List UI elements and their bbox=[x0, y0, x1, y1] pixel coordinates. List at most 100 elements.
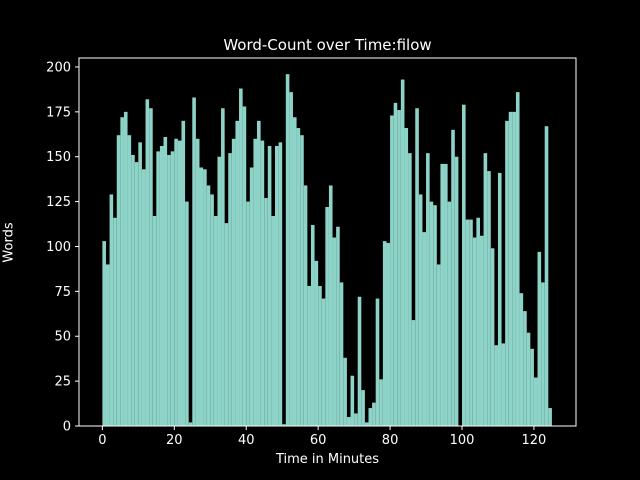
bar bbox=[282, 424, 286, 426]
bar bbox=[134, 162, 139, 426]
bar bbox=[159, 145, 164, 426]
bar bbox=[307, 285, 311, 426]
bar bbox=[465, 219, 470, 426]
bar bbox=[490, 248, 495, 426]
bar bbox=[120, 117, 124, 427]
x-tick-label: 40 bbox=[238, 433, 255, 448]
x-axis-label: Time in Minutes bbox=[275, 452, 380, 467]
bar bbox=[541, 282, 545, 426]
bar bbox=[138, 142, 142, 426]
bar bbox=[210, 194, 214, 426]
bar bbox=[260, 140, 265, 426]
bar bbox=[382, 241, 387, 426]
bar bbox=[336, 226, 340, 426]
bar bbox=[418, 194, 423, 426]
bar bbox=[497, 172, 502, 426]
bar bbox=[350, 375, 355, 426]
bar bbox=[181, 120, 186, 426]
bar bbox=[206, 185, 211, 426]
bar bbox=[163, 136, 168, 427]
bar bbox=[426, 153, 430, 426]
bar bbox=[174, 138, 178, 426]
y-tick-label: 25 bbox=[54, 375, 71, 390]
bar bbox=[149, 108, 153, 426]
bar bbox=[300, 135, 304, 426]
bar bbox=[393, 102, 398, 426]
bar bbox=[221, 108, 225, 426]
bar bbox=[127, 135, 132, 426]
bar bbox=[170, 151, 175, 426]
x-tick-label: 100 bbox=[450, 433, 475, 448]
bar bbox=[469, 219, 473, 426]
bar bbox=[203, 169, 207, 427]
bar bbox=[303, 185, 308, 426]
bar bbox=[400, 79, 405, 426]
bar bbox=[530, 348, 534, 426]
bar bbox=[253, 138, 258, 426]
bar bbox=[224, 223, 229, 426]
bar bbox=[188, 422, 193, 426]
x-tick-label: 0 bbox=[98, 433, 106, 448]
bar bbox=[379, 379, 383, 426]
bar bbox=[231, 138, 236, 426]
y-tick-label: 200 bbox=[46, 60, 71, 75]
bar bbox=[113, 217, 117, 426]
bar bbox=[505, 120, 509, 426]
bar bbox=[346, 417, 351, 426]
bar bbox=[141, 169, 146, 427]
bar bbox=[131, 154, 135, 426]
bar bbox=[257, 120, 261, 426]
bar bbox=[321, 298, 326, 426]
bar bbox=[372, 402, 376, 426]
y-tick-label: 150 bbox=[46, 150, 71, 165]
bar bbox=[217, 156, 222, 427]
bar bbox=[296, 128, 301, 426]
bar bbox=[271, 215, 275, 426]
bar bbox=[264, 198, 268, 426]
bar bbox=[487, 171, 491, 426]
bar bbox=[483, 153, 488, 426]
bar bbox=[508, 111, 513, 426]
bar bbox=[454, 156, 459, 427]
bar bbox=[364, 422, 369, 426]
bar bbox=[361, 390, 365, 426]
bar bbox=[310, 224, 315, 426]
bar bbox=[325, 207, 329, 426]
bar bbox=[368, 408, 373, 426]
bar bbox=[123, 111, 128, 426]
bar bbox=[479, 235, 484, 426]
bar bbox=[436, 264, 441, 426]
y-tick-label: 100 bbox=[46, 240, 71, 255]
y-tick-label: 0 bbox=[63, 420, 71, 435]
bar bbox=[397, 110, 401, 426]
bar bbox=[429, 201, 434, 426]
bar bbox=[415, 108, 419, 426]
y-tick-label: 125 bbox=[46, 195, 71, 210]
bar bbox=[274, 145, 279, 426]
bar bbox=[533, 377, 538, 426]
bar bbox=[343, 357, 347, 426]
bar bbox=[433, 205, 437, 426]
bar bbox=[156, 151, 160, 426]
bar bbox=[494, 345, 498, 426]
bar bbox=[537, 251, 542, 426]
bar bbox=[192, 97, 196, 427]
bar bbox=[357, 296, 362, 426]
bar bbox=[390, 115, 394, 426]
bar bbox=[515, 92, 520, 427]
bar bbox=[239, 88, 243, 427]
bar bbox=[523, 311, 527, 426]
bar bbox=[195, 138, 200, 426]
chart-title: Word-Count over Time:filow bbox=[223, 36, 432, 54]
bar bbox=[246, 201, 250, 426]
bar bbox=[472, 237, 477, 426]
bar bbox=[354, 413, 358, 426]
bar bbox=[109, 194, 114, 426]
bar bbox=[440, 163, 445, 426]
bar bbox=[332, 237, 337, 426]
bar bbox=[526, 332, 531, 426]
bar bbox=[116, 135, 121, 426]
x-tick-label: 20 bbox=[166, 433, 183, 448]
bar bbox=[519, 293, 524, 426]
